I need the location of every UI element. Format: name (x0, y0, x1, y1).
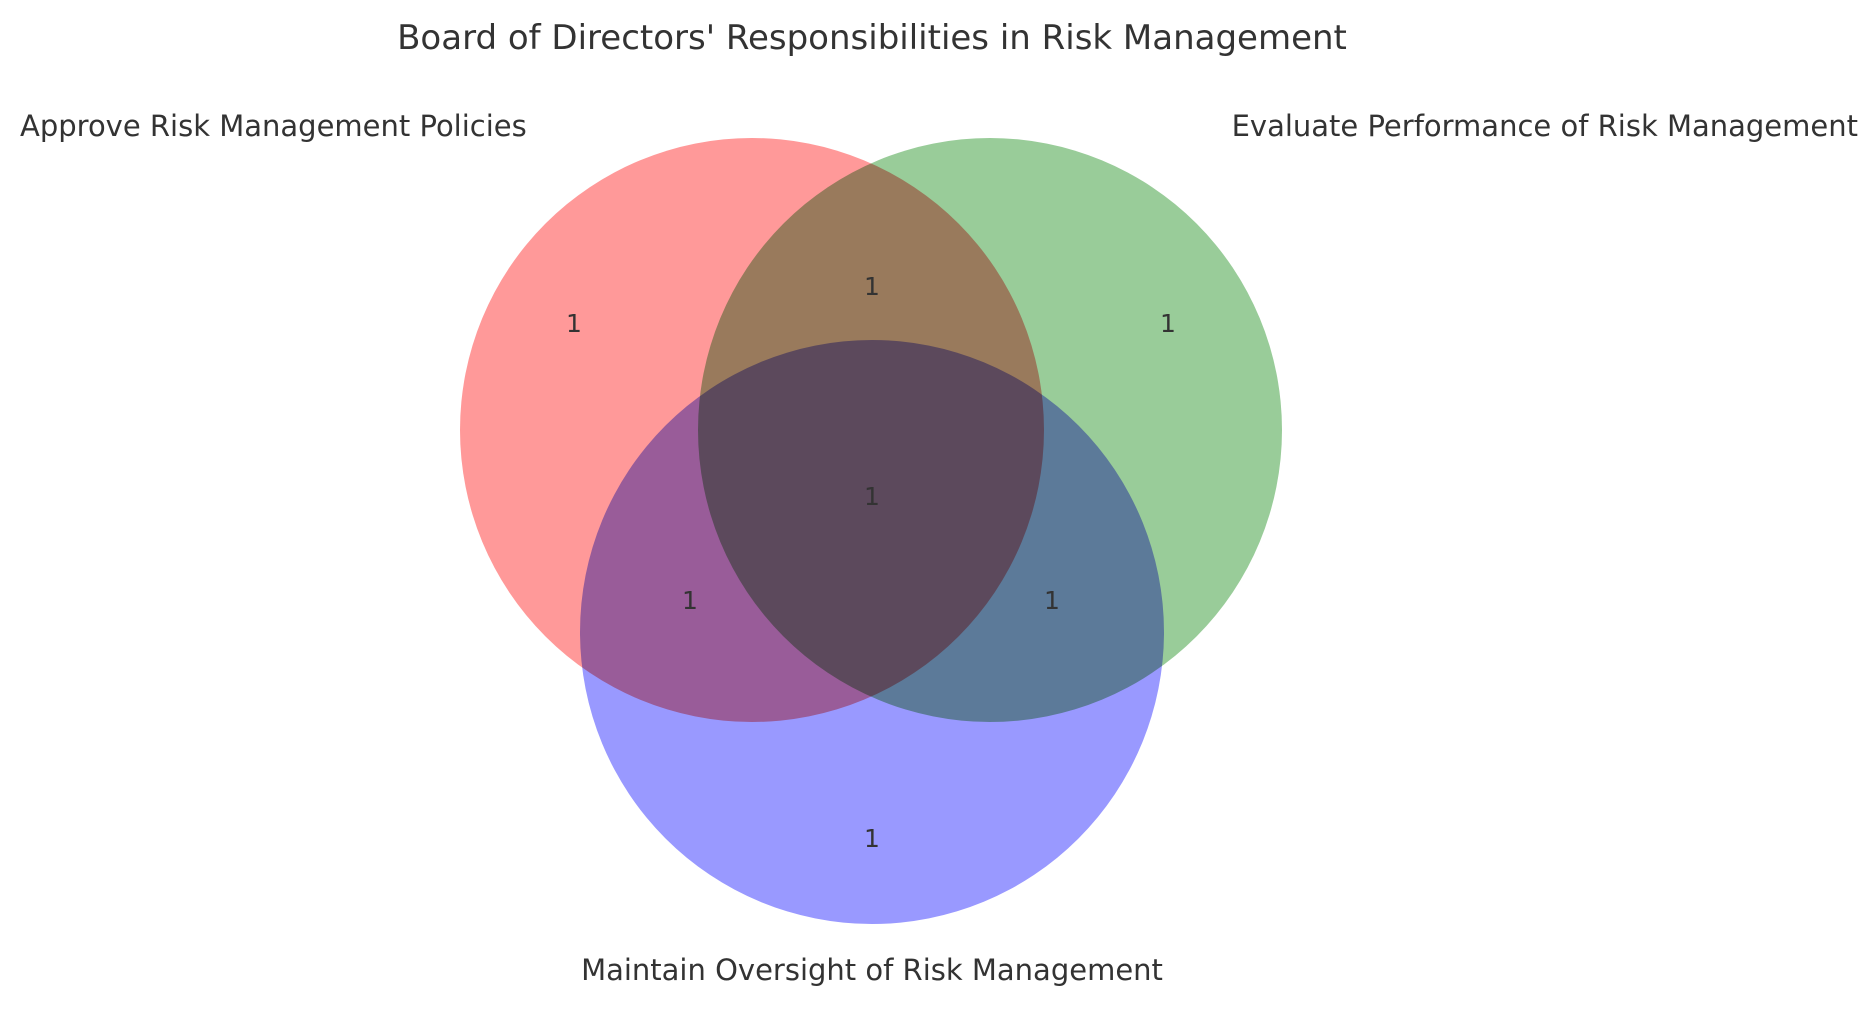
set-label-approve-policies: Approve Risk Management Policies (20, 109, 527, 143)
region-count-oversight-only: 1 (864, 824, 880, 853)
set-label-evaluate-performance: Evaluate Performance of Risk Management (1232, 109, 1858, 143)
region-count-approve-oversight: 1 (682, 586, 698, 615)
region-count-all-three: 1 (864, 482, 880, 511)
region-count-approve-only: 1 (566, 309, 582, 338)
set-label-maintain-oversight: Maintain Oversight of Risk Management (581, 953, 1163, 987)
region-count-approve-evaluate: 1 (864, 272, 880, 301)
region-count-evaluate-only: 1 (1160, 309, 1176, 338)
circle-maintain-oversight (580, 340, 1164, 924)
region-count-evaluate-oversight: 1 (1044, 586, 1060, 615)
venn-circles (460, 138, 1282, 924)
diagram-title: Board of Directors' Responsibilities in … (397, 18, 1347, 58)
